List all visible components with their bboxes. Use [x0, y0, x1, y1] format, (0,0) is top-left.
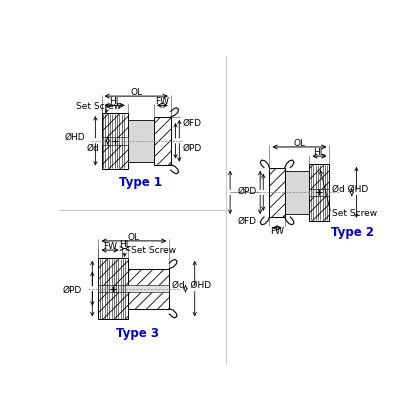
Text: FW: FW: [103, 242, 117, 251]
Text: ØPD: ØPD: [63, 286, 82, 295]
Text: Set Screw: Set Screw: [332, 209, 377, 218]
Bar: [310, 164, 329, 221]
Bar: [310, 188, 329, 196]
Text: HL: HL: [109, 97, 121, 106]
Bar: [270, 171, 310, 214]
Bar: [270, 168, 285, 217]
Text: ØPD: ØPD: [237, 186, 256, 196]
Text: Type 3: Type 3: [116, 327, 159, 340]
Text: Ød: Ød: [87, 144, 99, 153]
Bar: [102, 137, 128, 145]
Text: ØFD: ØFD: [237, 217, 256, 226]
Text: Set Screw: Set Screw: [76, 102, 121, 111]
Text: Ød  ØHD: Ød ØHD: [172, 281, 211, 290]
Bar: [128, 120, 154, 161]
Text: ØHD: ØHD: [65, 133, 85, 142]
Text: Ød ØHD: Ød ØHD: [332, 185, 368, 194]
Text: ØFD: ØFD: [182, 119, 201, 127]
Bar: [154, 117, 171, 165]
Text: OL: OL: [130, 88, 142, 97]
Text: Type 1: Type 1: [119, 176, 161, 189]
Bar: [102, 113, 128, 168]
Text: FW: FW: [270, 227, 284, 236]
Text: OL: OL: [293, 139, 305, 148]
Text: Type 2: Type 2: [331, 226, 374, 239]
Bar: [128, 269, 169, 309]
Text: OL: OL: [128, 233, 140, 242]
Text: ØPD: ØPD: [182, 144, 202, 153]
Text: HL: HL: [314, 148, 325, 157]
Bar: [99, 285, 169, 292]
Text: Set Screw: Set Screw: [131, 245, 176, 255]
Text: HL: HL: [119, 240, 131, 249]
Text: FW: FW: [156, 97, 169, 106]
Bar: [99, 258, 128, 319]
